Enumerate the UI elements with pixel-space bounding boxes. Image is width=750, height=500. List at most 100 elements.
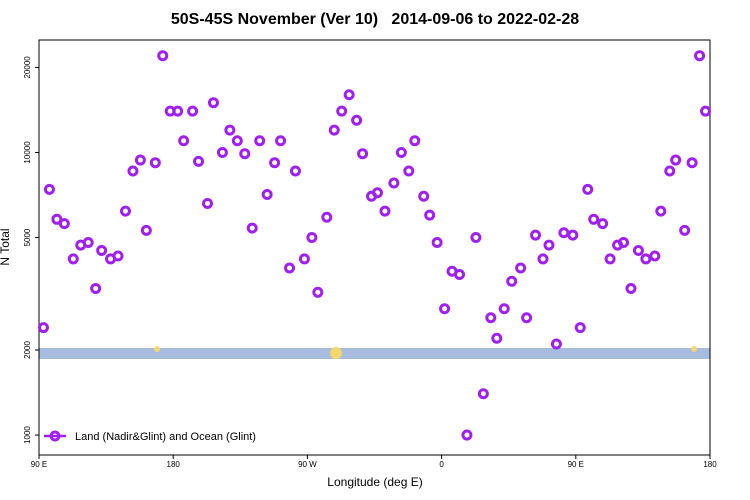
data-point [328,124,340,136]
data-point [127,165,139,177]
x-tick-label: 180 [703,460,717,469]
data-point [43,183,55,195]
data-point [306,232,318,244]
data-point [90,283,102,295]
data-point [694,50,706,62]
data-point [261,188,273,200]
data-point [649,250,661,262]
y-tick-label: 1000 [23,426,32,444]
data-point [140,224,152,236]
data-point [640,253,652,265]
data-point [289,165,301,177]
data-point [485,312,497,324]
data-point [588,213,600,225]
data-point [193,155,205,167]
data-point [453,268,465,280]
data-point [409,135,421,147]
legend: Land (Nadir&Glint) and Ocean (Glint) [44,430,256,443]
data-point [178,135,190,147]
data-point [37,322,49,334]
data-point [477,388,489,400]
data-point [239,148,251,160]
data-point [424,209,436,221]
data-point [96,244,108,256]
data-point [149,157,161,169]
data-point [343,89,355,101]
data-point [403,165,415,177]
plot-frame [38,39,711,456]
data-point [461,429,473,441]
data-point [388,177,400,189]
data-point [298,253,310,265]
data-point [506,275,518,287]
x-tick-label: 180 [167,460,181,469]
data-point [269,157,281,169]
data-point [134,154,146,166]
chart-title: 50S-45S November (Ver 10) 2014-09-06 to … [171,11,579,28]
data-point [58,218,70,230]
y-axis-title: N Total [0,228,12,265]
y-tick-label: 5000 [23,228,32,246]
data-point [275,135,287,147]
y-tick-label: 2000 [23,341,32,359]
x-tick-label: 90 W [298,460,317,469]
data-point [187,105,199,117]
data-point [207,97,219,109]
data-point [357,148,369,160]
data-point [379,205,391,217]
data-point [312,286,324,298]
data-point [679,224,691,236]
data-point [216,146,228,158]
data-point [431,237,443,249]
y-tick-label: 20000 [23,56,32,79]
data-point [418,190,430,202]
data-point [371,187,383,199]
data-point [112,250,124,262]
data-point [618,237,630,249]
data-point [655,205,667,217]
data-point [632,244,644,256]
glint-marker [154,346,160,352]
data-point [82,237,94,249]
data-point [172,105,184,117]
data-point [201,197,213,209]
x-tick-label: 0 [439,460,444,469]
glint-marker [330,347,342,359]
x-axis-title: Longitude (deg E) [327,475,422,489]
data-point [67,253,79,265]
legend-label: Land (Nadir&Glint) and Ocean (Glint) [75,431,256,443]
ocean-band [39,348,710,359]
data-point [558,227,570,239]
data-point [582,183,594,195]
y-tick-label: 10000 [23,141,32,164]
data-point [439,303,451,315]
data-point [700,105,712,117]
data-point [664,165,676,177]
data-point [254,135,266,147]
data-point [470,232,482,244]
data-point [567,229,579,241]
data-point [670,154,682,166]
data-point [224,124,236,136]
data-point [498,303,510,315]
data-point [231,135,243,147]
glint-marker [691,346,697,352]
data-point [336,105,348,117]
data-point [395,146,407,158]
data-point [625,283,637,295]
data-point [321,211,333,223]
legend-marker [49,430,61,442]
data-point [351,114,363,126]
data-point [157,50,169,62]
data-point [284,262,296,274]
data-point [550,338,562,350]
x-tick-label: 90 E [568,460,584,469]
data-point [119,205,131,217]
data-point [530,229,542,241]
data-point [51,213,63,225]
data-point [686,157,698,169]
data-point [604,253,616,265]
data-point [521,312,533,324]
